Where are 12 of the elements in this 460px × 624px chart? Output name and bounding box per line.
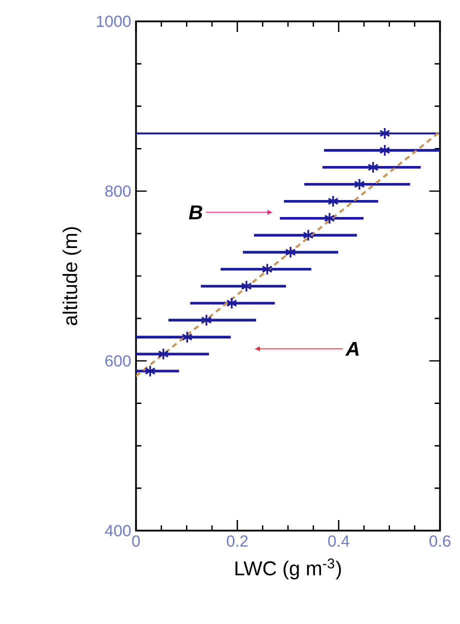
- y-tick-label: 800: [105, 185, 131, 197]
- y-tick-label: 400: [104, 525, 131, 536]
- y-axis-title: altitude (m): [62, 227, 82, 326]
- x-axis-title: LWC (g m$^{-3}$): [235, 558, 341, 580]
- annotation: A: [345, 342, 359, 356]
- x-tick-label: 0: [132, 535, 140, 547]
- y-tick-label: 1000: [96, 16, 131, 27]
- annotation: B: [188, 205, 202, 220]
- y-tick-label: 600: [105, 355, 131, 367]
- x-tick-label: 0.2: [226, 535, 248, 547]
- x-tick-label: 0.6: [430, 535, 450, 547]
- x-tick-label: 0.4: [328, 535, 350, 547]
